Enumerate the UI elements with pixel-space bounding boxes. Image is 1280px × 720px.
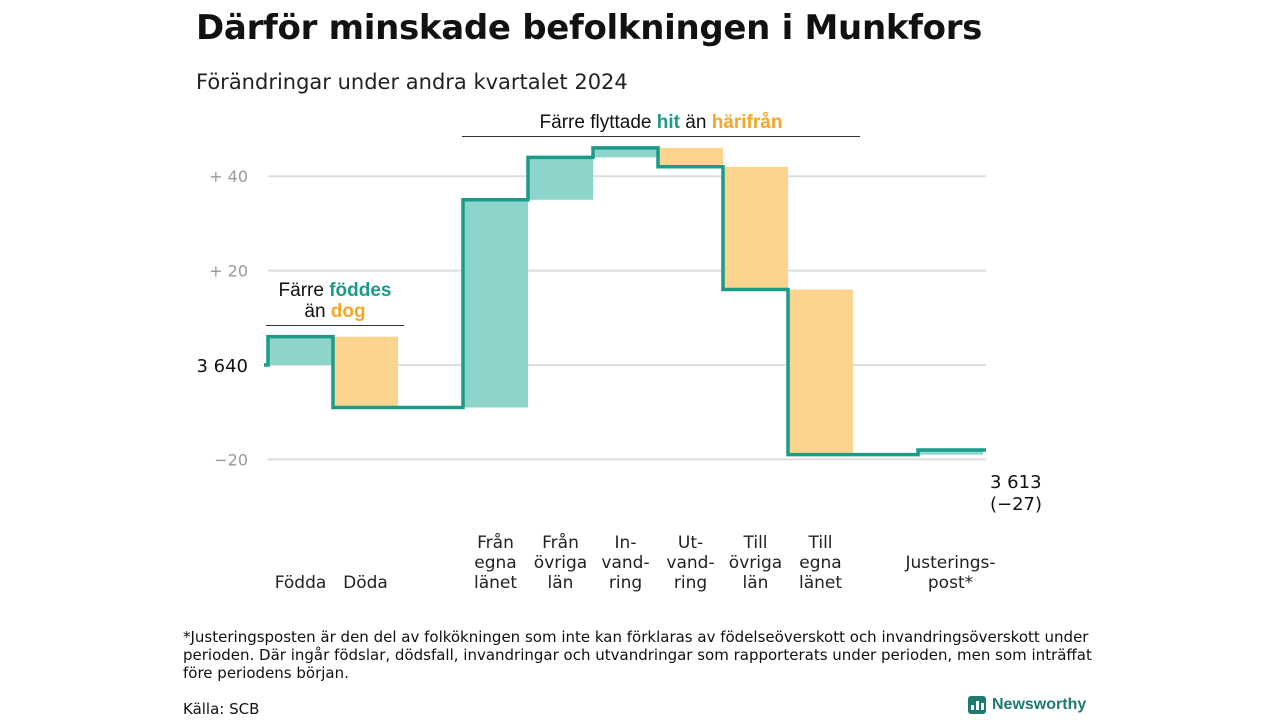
migration-annotation-mid: än (685, 112, 707, 133)
bar-8 (788, 289, 853, 455)
births-annotation-out: dog (330, 301, 366, 322)
category-label-4: Från övriga län (533, 533, 588, 593)
migration-annotation-in: hit (656, 112, 680, 133)
chart-subtitle: Förändringar under andra kvartalet 2024 (196, 70, 628, 94)
start-value-label: 3 640 (196, 356, 248, 377)
source: Källa: SCB (183, 700, 260, 718)
migration-annotation-out: härifrån (711, 112, 783, 133)
births-annotation: Färre föddes än dog (266, 280, 404, 322)
end-change: (−27) (990, 494, 1043, 515)
y-tick-label: + 40 (209, 167, 248, 186)
category-label-1: Födda (274, 573, 327, 593)
running-total-line (264, 146, 986, 457)
bar-2 (333, 336, 398, 408)
migration-annotation-prefix: Färre flyttade (539, 112, 652, 133)
end-total: 3 613 (990, 472, 1042, 493)
bar-4 (528, 157, 593, 200)
footnote: *Justeringsposten är den del av folkökni… (183, 628, 1092, 682)
migration-annotation: Färre flyttade hit än härifrån (462, 112, 860, 134)
chart-title: Därför minskade befolkningen i Munkfors (196, 8, 983, 48)
bar-1 (268, 336, 333, 365)
bar-7 (723, 166, 788, 290)
births-annotation-prefix: Färre (278, 280, 324, 301)
category-label-3: Från egna länet (473, 533, 518, 593)
category-label-2: Döda (343, 573, 388, 593)
bar-9 (918, 449, 983, 455)
bar-3 (463, 199, 528, 408)
category-label-8: Till egna länet (798, 533, 843, 593)
category-label-9: Justerings- post* (905, 553, 996, 593)
brand-name: Newsworthy (992, 696, 1087, 713)
brand-logo: Newsworthy (968, 696, 1086, 714)
end-value-label: 3 613 (−27) (990, 472, 1042, 516)
births-annotation-line (266, 325, 404, 326)
births-annotation-mid: än (304, 301, 326, 322)
births-annotation-in: föddes (329, 280, 392, 301)
bar-6 (658, 147, 723, 167)
newsworthy-icon (968, 696, 986, 714)
category-label-6: Ut- vand- ring (666, 533, 715, 593)
bar-5 (593, 147, 658, 158)
category-label-7: Till övriga län (728, 533, 783, 593)
y-tick-label: −20 (214, 450, 248, 469)
y-tick-label: + 20 (209, 262, 248, 281)
category-label-5: In- vand- ring (601, 533, 650, 593)
migration-annotation-line (462, 136, 860, 137)
